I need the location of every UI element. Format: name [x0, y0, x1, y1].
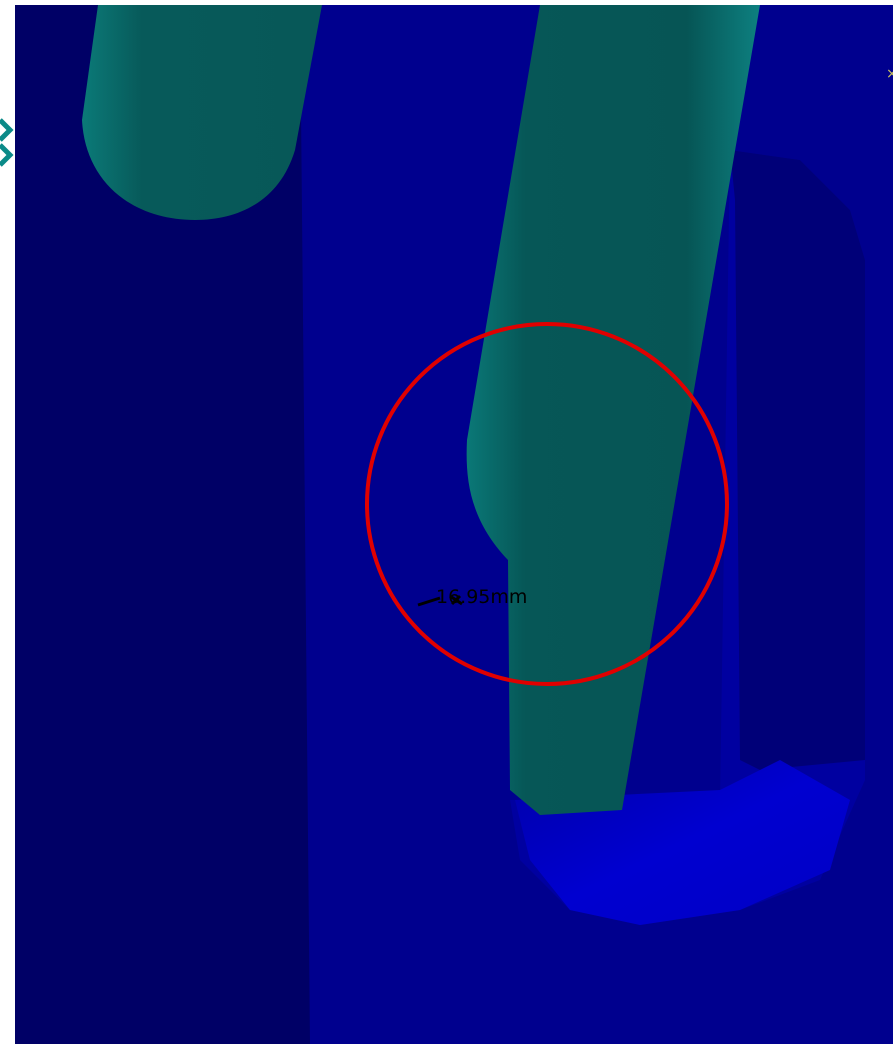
measurement-label: 16.95mm: [436, 586, 527, 608]
cylinder-right: [466, 5, 760, 815]
dimension-arrows: [417, 594, 463, 607]
highlight-circle: [365, 322, 729, 686]
cylinder-left: [82, 5, 322, 220]
close-marker: ×: [886, 66, 893, 82]
side-icon: [0, 118, 14, 167]
left-face: [15, 5, 310, 1044]
pocket-shadow: [730, 150, 865, 770]
